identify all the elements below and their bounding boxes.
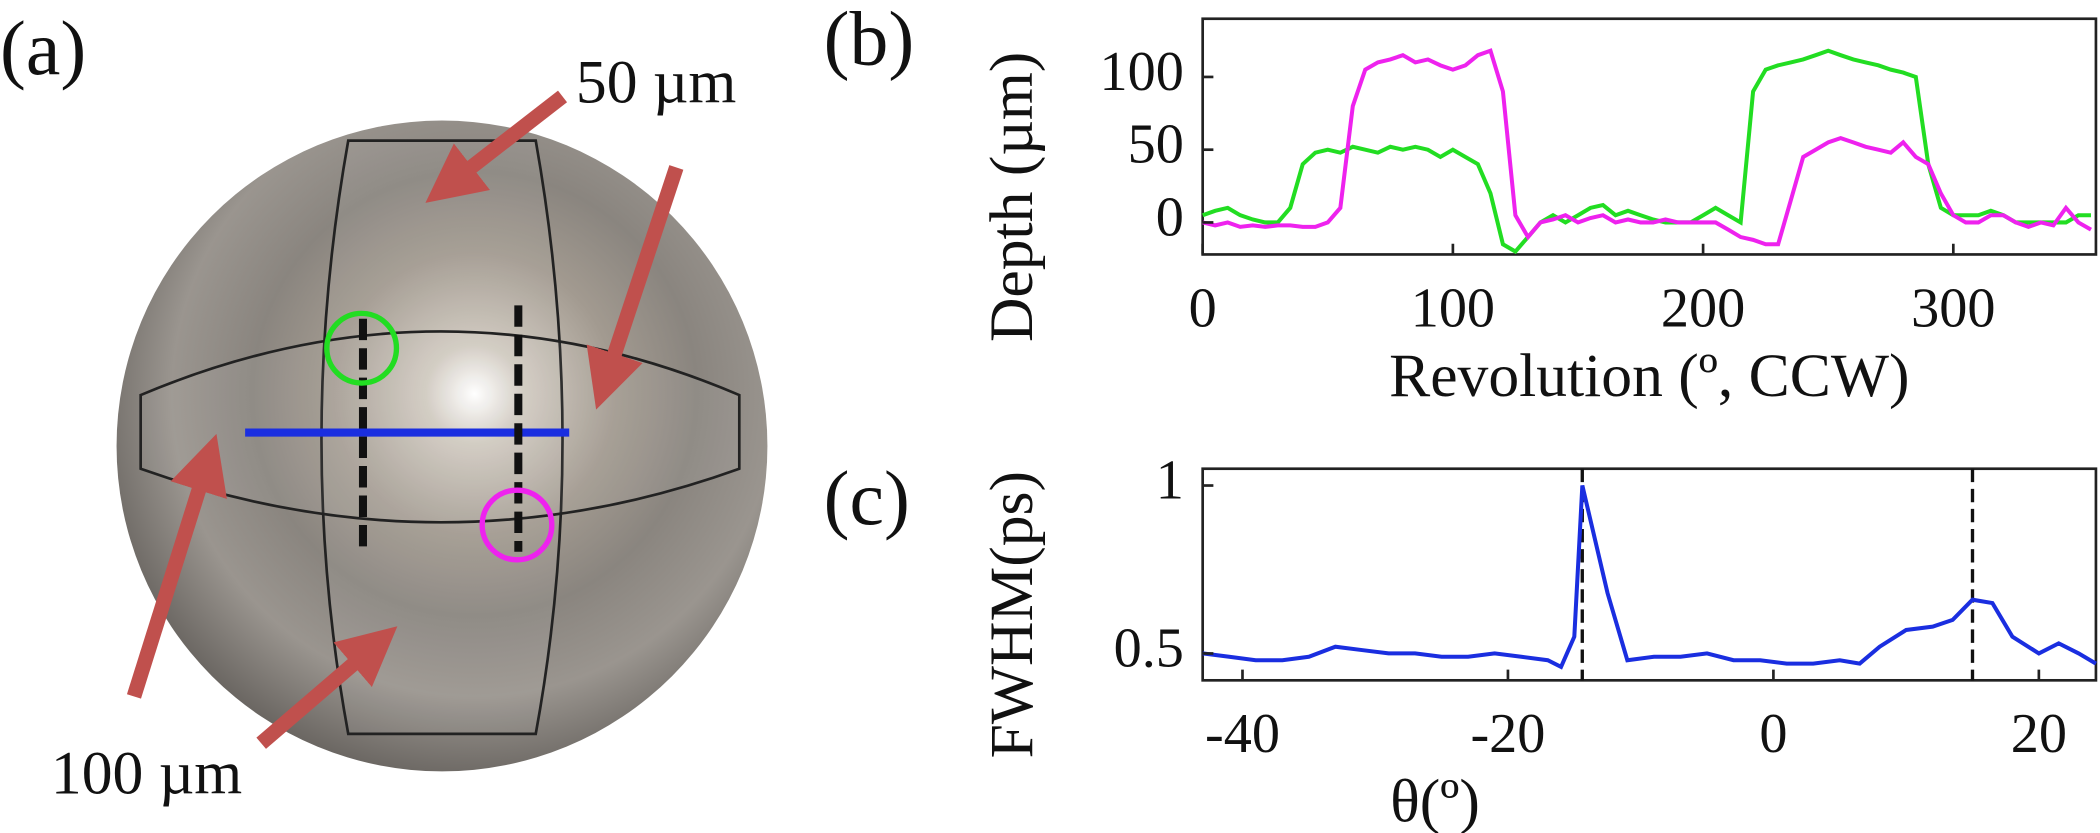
arrow: [126, 433, 227, 699]
x-tick-label: -40: [1205, 703, 1280, 765]
x-axis-label: θ(º): [1390, 768, 1480, 833]
x-tick-label: 0: [1759, 703, 1787, 765]
arrow: [586, 165, 684, 410]
x-tick-label: 100: [1411, 277, 1495, 339]
plot-frame: [1201, 467, 2098, 682]
y-tick-label: 1: [1156, 449, 1184, 511]
y-tick-label: 50: [1128, 114, 1184, 176]
sphere-illustration: (a) 50 µm 100 µm: [0, 5, 768, 808]
x-tick-label: 20: [2011, 703, 2067, 765]
x-tick-label: 0: [1189, 277, 1217, 339]
panel-label: (b): [824, 0, 915, 82]
marker-circle: [479, 487, 555, 563]
x-axis-label: Revolution (º, CCW): [1389, 342, 1909, 410]
arrows: [126, 90, 684, 749]
marker-circle: [324, 310, 400, 386]
data-line: [1202, 48, 2091, 255]
y-axis-label: Depth (µm): [978, 52, 1046, 342]
data-line: [1202, 485, 2097, 670]
plot-frame: [1201, 17, 2098, 256]
sphere: [116, 120, 768, 772]
y-axis-label: FWHM(ps): [978, 471, 1046, 758]
panel-label: (a): [0, 5, 86, 91]
panel-label: (c): [824, 455, 910, 541]
x-tick-label: 200: [1661, 277, 1745, 339]
y-tick-label: 0: [1156, 186, 1184, 248]
arrow: [425, 90, 568, 203]
arrow: [256, 626, 398, 749]
x-tick-label: 300: [1911, 277, 1995, 339]
y-tick-label: 0.5: [1114, 617, 1184, 679]
y-tick-label: 100: [1100, 41, 1184, 103]
data-line: [1202, 48, 2092, 247]
x-tick-label: -20: [1470, 703, 1545, 765]
annotation: 50 µm: [576, 49, 736, 117]
annotation: 100 µm: [51, 740, 242, 808]
